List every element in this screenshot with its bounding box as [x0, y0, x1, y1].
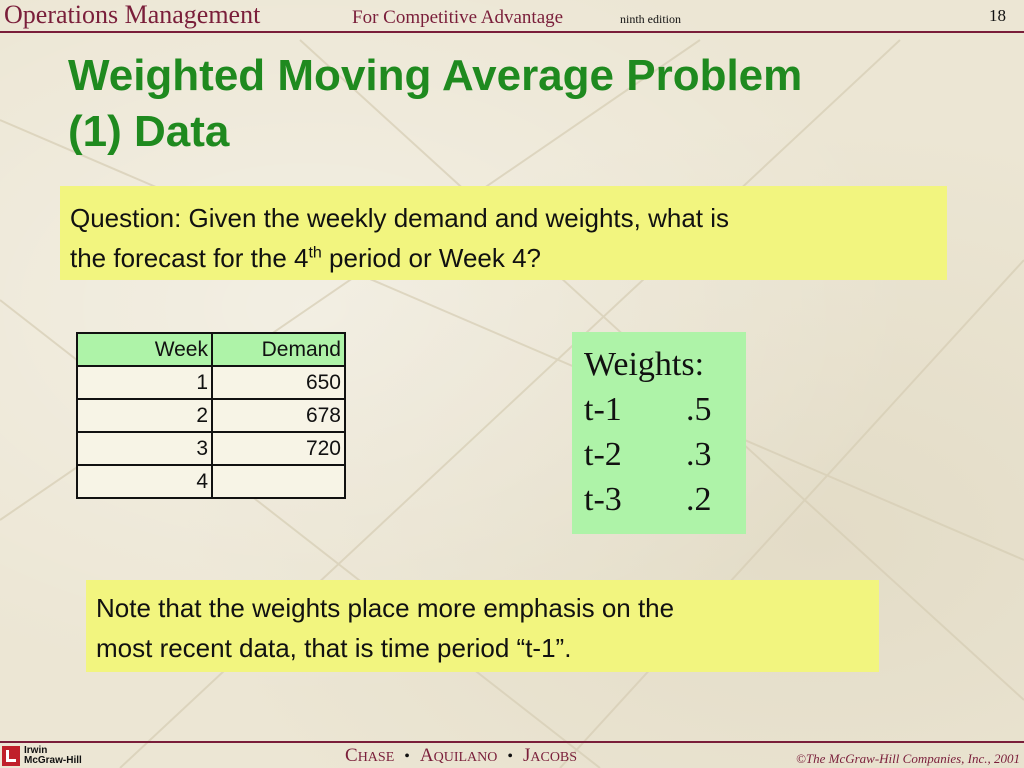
slide-header: Operations Management For Competitive Ad… — [0, 0, 1024, 32]
weights-title: Weights: — [584, 346, 705, 383]
question-line2-after: period or Week 4? — [321, 243, 542, 273]
publisher-logo-icon — [2, 746, 20, 766]
week-column-header: Week — [76, 332, 213, 367]
weight-row: t-2 .3 — [584, 432, 746, 477]
note-line1: Note that the weights place more emphasi… — [96, 593, 675, 623]
note-line2: most recent data, that is time period “t… — [96, 633, 572, 663]
logo-line2: McGraw-Hill — [24, 755, 82, 766]
demand-column-header: Demand — [211, 332, 346, 367]
note-callout: Note that the weights place more emphasi… — [86, 580, 879, 672]
week-cell: 2 — [76, 398, 213, 433]
weight-lag: t-2 — [584, 436, 622, 473]
question-callout: Question: Given the weekly demand and we… — [60, 186, 947, 280]
weight-row: t-3 .2 — [584, 477, 746, 522]
table-header-row: Week Demand — [76, 332, 346, 367]
author-rest: HASE — [357, 750, 395, 765]
page-number: 18 — [989, 6, 1006, 25]
author-initial: C — [345, 745, 358, 766]
header-divider — [0, 31, 1024, 33]
question-line1: Question: Given the weekly demand and we… — [70, 203, 730, 233]
authors-line: CHASE • AQUILANO • JACOBS — [345, 745, 577, 767]
edition-label: ninth edition — [620, 12, 681, 26]
question-superscript: th — [308, 244, 322, 262]
weight-value: .5 — [686, 391, 712, 428]
author-aquilano: AQUILANO — [420, 745, 498, 766]
copyright-notice: ©The McGraw-Hill Companies, Inc., 2001 — [796, 751, 1020, 766]
author-jacobs: JACOBS — [523, 745, 577, 766]
author-rest: QUILANO — [433, 750, 498, 765]
book-subtitle: For Competitive Advantage — [352, 7, 564, 28]
logo-line1: Irwin — [24, 745, 48, 756]
table-row: 1 650 — [76, 365, 346, 400]
weight-lag: t-1 — [584, 391, 622, 428]
weight-value: .3 — [686, 436, 712, 473]
table-row: 2 678 — [76, 398, 346, 433]
author-chase: CHASE — [345, 745, 394, 766]
weight-lag: t-3 — [584, 481, 622, 518]
slide-title-line1: Weighted Moving Average Problem — [68, 51, 803, 100]
table-row: 4 — [76, 464, 346, 499]
question-line2-before: the forecast for the 4 — [70, 243, 309, 273]
slide-title: Weighted Moving Average Problem (1) Data — [68, 48, 968, 160]
demand-cell — [211, 464, 346, 499]
week-cell: 3 — [76, 431, 213, 466]
publisher-logo-text: Irwin McGraw-Hill — [24, 746, 82, 766]
weight-value: .2 — [686, 481, 712, 518]
table-row: 3 720 — [76, 431, 346, 466]
demand-cell: 678 — [211, 398, 346, 433]
footer-divider — [0, 741, 1024, 743]
bullet-separator: • — [404, 748, 410, 765]
author-initial: A — [419, 745, 434, 766]
publisher-logo: Irwin McGraw-Hill — [2, 745, 82, 767]
demand-table: Week Demand 1 650 2 678 3 720 4 — [76, 332, 346, 499]
demand-cell: 720 — [211, 431, 346, 466]
week-cell: 1 — [76, 365, 213, 400]
author-rest: ACOBS — [530, 750, 578, 765]
weights-callout: Weights: t-1 .5 t-2 .3 t-3 .2 — [572, 332, 746, 534]
slide-title-line2: (1) Data — [68, 107, 230, 156]
book-title: Operations Management — [4, 0, 261, 29]
demand-cell: 650 — [211, 365, 346, 400]
week-cell: 4 — [76, 464, 213, 499]
author-initial: J — [522, 745, 531, 766]
bullet-separator: • — [507, 748, 513, 765]
weight-row: t-1 .5 — [584, 387, 746, 432]
